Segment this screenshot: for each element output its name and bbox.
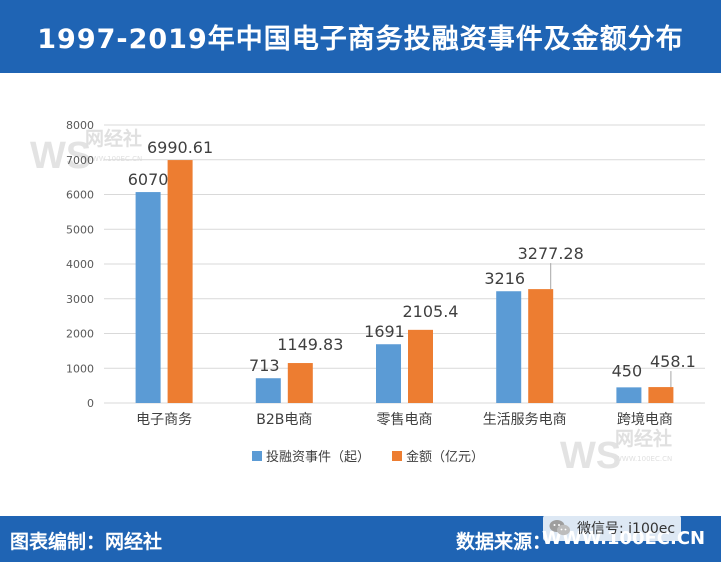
bar-amount bbox=[287, 363, 313, 403]
watermark-url: WWW.100EC.CN bbox=[615, 455, 672, 463]
data-label-events: 1691 bbox=[364, 322, 405, 341]
legend-label: 投融资事件（起） bbox=[266, 449, 370, 465]
bar-events bbox=[376, 344, 401, 403]
watermark-brand: 网经社 bbox=[85, 127, 142, 150]
x-tick-label: B2B电商 bbox=[256, 412, 312, 428]
title-banner: 1997-2019年中国电子商务投融资事件及金额分布 bbox=[0, 0, 721, 73]
bar-amount bbox=[167, 160, 193, 403]
data-label-events: 3216 bbox=[484, 269, 525, 288]
x-tick-label: 跨境电商 bbox=[617, 412, 673, 428]
y-tick-label: 6000 bbox=[66, 189, 94, 202]
watermark-ws-mark: WS bbox=[560, 435, 621, 477]
data-label-events: 450 bbox=[612, 361, 643, 380]
x-axis: 电子商务 B2B电商 零售电商 生活服务电商 跨境电商 bbox=[136, 412, 673, 428]
y-tick-label: 2000 bbox=[66, 328, 94, 341]
watermark-logo-right: WS 网经社 WWW.100EC.CN bbox=[560, 427, 672, 477]
x-tick-label: 电子商务 bbox=[136, 412, 192, 428]
legend: 投融资事件（起） 金额（亿元） bbox=[252, 449, 484, 465]
data-label-events: 713 bbox=[249, 356, 280, 375]
bar-amount bbox=[528, 289, 554, 403]
y-tick-label: 0 bbox=[87, 397, 94, 410]
y-axis: 0 1000 2000 3000 4000 5000 6000 7000 8000 bbox=[66, 119, 94, 410]
gridlines bbox=[104, 124, 705, 404]
bar-events bbox=[496, 291, 522, 403]
bar-amount bbox=[408, 329, 433, 403]
watermark-url: WWW.100EC.CN bbox=[85, 155, 142, 163]
bars bbox=[135, 160, 674, 403]
source-label: 数据来源： bbox=[456, 531, 552, 553]
legend-label: 金额（亿元） bbox=[406, 449, 484, 465]
wechat-account: 微信号: i100ec bbox=[577, 521, 676, 537]
chart-area: WS 网经社 WWW.100EC.CN WS 网经社 WWW.100EC.CN … bbox=[0, 73, 721, 516]
data-label-amount: 3277.28 bbox=[518, 244, 584, 263]
y-tick-label: 3000 bbox=[66, 293, 94, 306]
legend-swatch bbox=[252, 451, 262, 461]
bar-amount bbox=[648, 387, 674, 403]
wechat-badge: 微信号: i100ec bbox=[543, 515, 682, 541]
page-title: 1997-2019年中国电子商务投融资事件及金额分布 bbox=[37, 24, 684, 55]
data-label-amount: 6990.61 bbox=[147, 138, 213, 157]
wechat-icon bbox=[549, 519, 571, 537]
y-tick-label: 4000 bbox=[66, 258, 94, 271]
watermark-brand: 网经社 bbox=[615, 427, 672, 450]
y-tick-label: 8000 bbox=[66, 119, 94, 132]
bar-events bbox=[616, 387, 642, 403]
x-tick-label: 生活服务电商 bbox=[483, 412, 567, 428]
y-tick-label: 5000 bbox=[66, 223, 94, 236]
watermark-ws-mark: WS bbox=[30, 135, 91, 177]
watermark-logo-left: WS 网经社 WWW.100EC.CN bbox=[30, 127, 142, 177]
bar-chart: WS 网经社 WWW.100EC.CN WS 网经社 WWW.100EC.CN … bbox=[30, 119, 705, 477]
data-label-amount: 458.1 bbox=[650, 352, 696, 371]
legend-swatch bbox=[392, 451, 402, 461]
data-label-amount: 1149.83 bbox=[277, 335, 343, 354]
data-label-amount: 2105.4 bbox=[403, 302, 459, 321]
chart-credit: 图表编制：网经社 bbox=[10, 531, 163, 553]
y-tick-label: 1000 bbox=[66, 362, 94, 375]
y-tick-label: 7000 bbox=[66, 154, 94, 167]
bar-events bbox=[255, 378, 281, 403]
data-label-events: 6070 bbox=[128, 170, 169, 189]
x-tick-label: 零售电商 bbox=[377, 412, 433, 428]
bar-events bbox=[135, 192, 161, 403]
